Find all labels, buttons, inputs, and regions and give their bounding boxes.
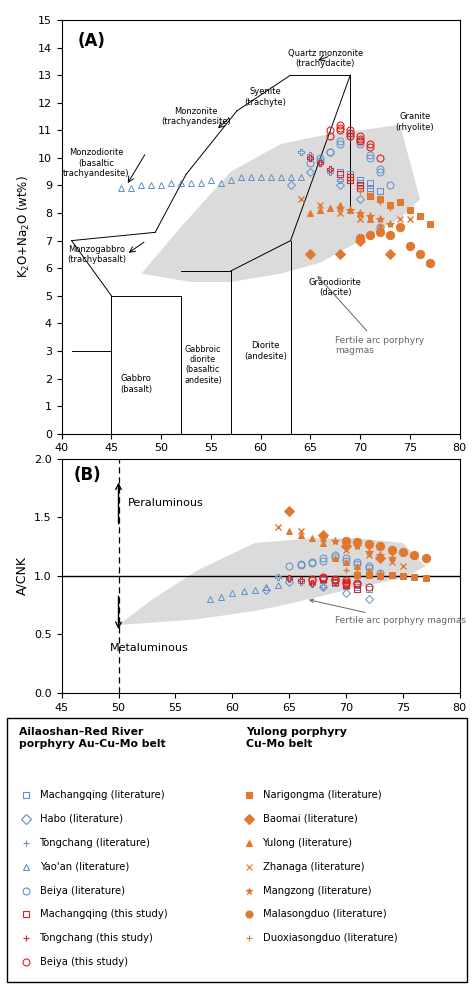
Polygon shape — [118, 538, 426, 625]
Text: Yulong (literature): Yulong (literature) — [263, 837, 353, 847]
Y-axis label: A/CNK: A/CNK — [16, 556, 28, 595]
Text: Diorite
(andesite): Diorite (andesite) — [244, 341, 287, 361]
X-axis label: SiO$_2$ (wt%): SiO$_2$ (wt%) — [222, 718, 299, 735]
Text: (B): (B) — [73, 466, 101, 484]
Text: Gabbro
(basalt): Gabbro (basalt) — [120, 374, 152, 394]
Text: Metaluminous: Metaluminous — [109, 643, 188, 653]
Text: Fertile arc porphyry
magmas: Fertile arc porphyry magmas — [318, 276, 425, 355]
Text: Granodiorite
(dacite): Granodiorite (dacite) — [309, 278, 362, 297]
Text: Machangqing (this study): Machangqing (this study) — [39, 909, 167, 919]
Text: Syenite
(trachyte): Syenite (trachyte) — [245, 88, 287, 107]
Y-axis label: K$_2$O+Na$_2$O (wt%): K$_2$O+Na$_2$O (wt%) — [16, 175, 32, 278]
Text: (A): (A) — [78, 32, 105, 51]
Text: Granite
(rhyolite): Granite (rhyolite) — [396, 113, 434, 132]
Text: Quartz monzonite
(trachydacite): Quartz monzonite (trachydacite) — [288, 49, 363, 68]
Text: Yao'an (literature): Yao'an (literature) — [39, 861, 129, 871]
Text: Gabbroic
diorite
(basaltic
andesite): Gabbroic diorite (basaltic andesite) — [184, 345, 222, 385]
Text: Ailaoshan–Red River
porphyry Au-Cu-Mo belt: Ailaoshan–Red River porphyry Au-Cu-Mo be… — [18, 727, 165, 749]
Text: Tongchang (this study): Tongchang (this study) — [39, 933, 154, 943]
Text: Mangzong (literature): Mangzong (literature) — [263, 885, 371, 895]
X-axis label: SiO$_2$ (wt%): SiO$_2$ (wt%) — [222, 459, 299, 476]
Text: Monzodiorite
(basaltic
trachyandesite): Monzodiorite (basaltic trachyandesite) — [63, 149, 130, 178]
Polygon shape — [141, 125, 420, 282]
Text: Habo (literature): Habo (literature) — [39, 814, 123, 824]
Text: Baomai (literature): Baomai (literature) — [263, 814, 357, 824]
Text: Peraluminous: Peraluminous — [128, 498, 203, 508]
Text: Zhanaga (literature): Zhanaga (literature) — [263, 861, 364, 871]
Text: Duoxiasongduo (literature): Duoxiasongduo (literature) — [263, 933, 397, 943]
Text: Beiya (this study): Beiya (this study) — [39, 957, 128, 967]
Text: Narigongma (literature): Narigongma (literature) — [263, 790, 381, 801]
FancyBboxPatch shape — [7, 718, 467, 981]
Text: Tongchang (literature): Tongchang (literature) — [39, 837, 150, 847]
Text: Monzogabbro
(trachybasalt): Monzogabbro (trachybasalt) — [67, 244, 126, 264]
Text: Malasongduo (literature): Malasongduo (literature) — [263, 909, 386, 919]
Text: Machangqing (literature): Machangqing (literature) — [39, 790, 164, 801]
Text: Yulong porphyry
Cu-Mo belt: Yulong porphyry Cu-Mo belt — [246, 727, 347, 749]
Text: Beiya (literature): Beiya (literature) — [39, 885, 125, 895]
Text: Monzonite
(trachyandesite): Monzonite (trachyandesite) — [161, 107, 231, 127]
Text: Fertile arc porphyry magmas: Fertile arc porphyry magmas — [310, 599, 465, 625]
